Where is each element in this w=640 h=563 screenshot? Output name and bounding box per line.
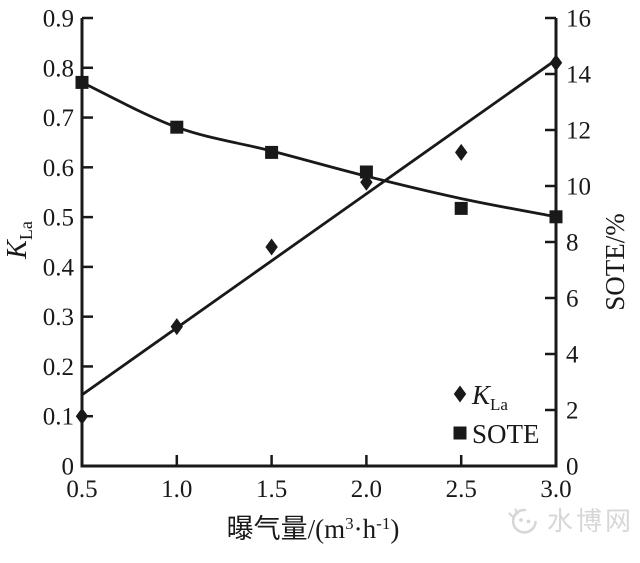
legend-kla-marker (453, 385, 467, 403)
x-axis-tick-label: 3.0 (540, 476, 571, 503)
right-axis-tick-label: 12 (566, 118, 591, 145)
kla-marker (455, 143, 468, 161)
left-axis-tick-label: 0.1 (43, 404, 74, 431)
legend-kla-label: KLa (471, 380, 508, 414)
x-axis-tick-label: 1.5 (256, 476, 287, 503)
sote-marker (75, 75, 89, 89)
sote-marker (454, 201, 468, 215)
kla-marker (170, 318, 183, 336)
sote-marker (170, 120, 184, 134)
left-axis-tick-label: 0.6 (43, 155, 74, 182)
legend-sote-marker (453, 426, 467, 440)
right-axis-title: SOTE/% (600, 213, 630, 311)
right-axis-tick-label: 0 (566, 454, 579, 481)
legend-sote-label: SOTE (472, 419, 540, 449)
left-axis-title: KLa (2, 221, 36, 260)
droplet-face-logo-icon (508, 508, 537, 534)
left-axis-tick-label: 0 (62, 454, 75, 481)
left-axis-tick-label: 0.4 (43, 254, 75, 281)
kla-marker (75, 407, 89, 425)
sote-marker (359, 165, 373, 179)
sote-marker (549, 210, 563, 224)
x-axis-tick-label: 1.0 (161, 476, 192, 503)
left-axis-tick-label: 0.5 (43, 205, 74, 232)
left-axis-tick-label: 0.9 (43, 6, 74, 33)
watermark: 水博网 (506, 506, 634, 538)
watermark-text: 水博网 (547, 507, 635, 536)
sote-marker (265, 145, 279, 159)
right-axis-tick-label: 4 (566, 342, 579, 369)
right-axis-tick-label: 6 (566, 286, 579, 313)
left-axis-tick-label: 0.2 (43, 354, 74, 381)
right-axis-tick-label: 14 (566, 62, 592, 89)
x-axis-title: 曝气量/(m3·h-1) (227, 514, 400, 544)
right-axis-tick-label: 10 (566, 174, 591, 201)
kla-marker (265, 238, 278, 256)
left-axis-tick-label: 0.7 (43, 105, 74, 132)
x-axis-tick-label: 2.0 (351, 476, 382, 503)
left-axis-tick-label: 0.8 (43, 55, 74, 82)
x-axis-tick-label: 2.5 (446, 476, 477, 503)
x-axis-tick-label: 0.5 (66, 476, 97, 503)
kla-trendline (81, 58, 557, 396)
kla-marker (549, 54, 563, 72)
right-axis-tick-label: 2 (566, 398, 579, 425)
sote-trendline (81, 81, 557, 219)
right-axis-tick-label: 16 (566, 6, 591, 33)
right-axis-tick-label: 8 (566, 230, 579, 257)
left-axis-tick-label: 0.3 (43, 304, 74, 331)
